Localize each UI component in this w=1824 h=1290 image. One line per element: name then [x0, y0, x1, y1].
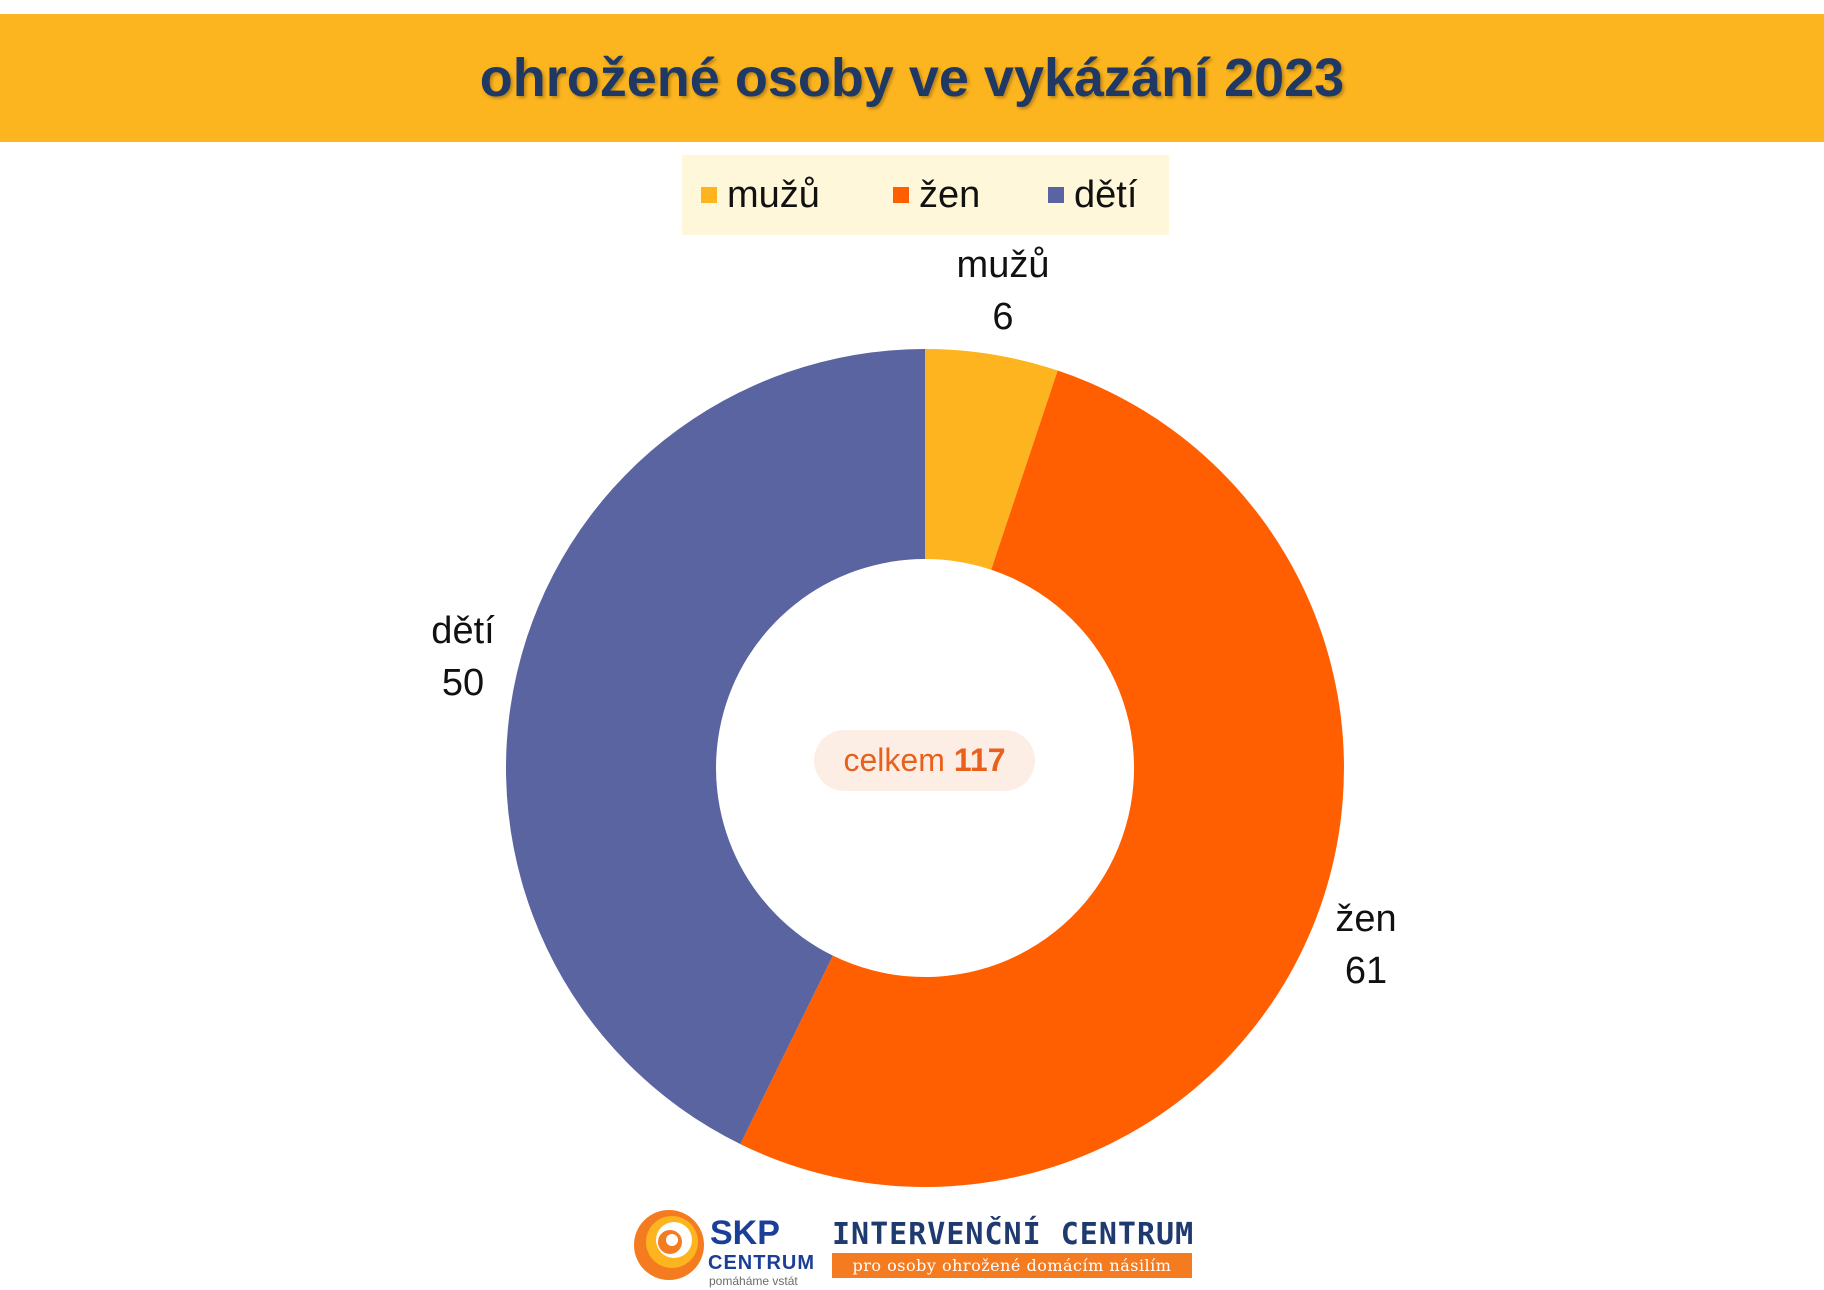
donut-slices: [505, 349, 1344, 1187]
legend-item-deti: dětí: [1048, 155, 1137, 235]
data-label-zen-value: 61: [1344, 950, 1388, 992]
legend-item-zen: žen: [893, 155, 980, 235]
center-total-badge: celkem 117: [814, 730, 1035, 791]
legend-label-zen: žen: [919, 173, 981, 216]
donut-slice-muzu: [925, 349, 1058, 570]
skp-logo-name: SKP: [710, 1214, 780, 1252]
legend-label-deti: dětí: [1074, 173, 1138, 216]
data-label-muzu-name: mužů: [956, 244, 1050, 286]
data-label-deti-name: dětí: [431, 610, 495, 652]
title-bar: ohrožené osoby ve vykázání 2023: [0, 14, 1824, 142]
data-label-zen: žen 61: [1335, 893, 1396, 997]
center-total-label: celkem: [843, 742, 945, 778]
skp-logo-sub: CENTRUM: [708, 1252, 815, 1274]
data-label-muzu-value: 6: [992, 296, 1014, 338]
data-label-muzu: mužů 6: [957, 239, 1050, 343]
chart-legend: mužů žen dětí: [682, 155, 1169, 235]
data-label-deti-value: 50: [441, 662, 485, 704]
data-label-zen-name: žen: [1335, 898, 1397, 940]
skp-swirl-logo-icon: [634, 1210, 704, 1280]
skp-logo-tagline: pomáháme vstát: [709, 1274, 798, 1288]
chart-title: ohrožené osoby ve vykázání 2023: [479, 48, 1345, 108]
center-total-value: 117: [953, 742, 1006, 778]
intervencni-centrum-logo-title: INTERVENČNÍ CENTRUM: [832, 1217, 1195, 1252]
intervencni-centrum-logo-subtitle: pro osoby ohrožené domácím násilím: [852, 1256, 1172, 1275]
intervencni-centrum-logo-bar: pro osoby ohrožené domácím násilím: [832, 1253, 1192, 1278]
donut-slice-zen: [740, 370, 1344, 1187]
legend-label-muzu: mužů: [727, 173, 820, 216]
legend-swatch-zen: [893, 187, 909, 203]
donut-slice-deti: [505, 349, 925, 1145]
data-label-deti: dětí 50: [431, 605, 494, 709]
legend-item-muzu: mužů: [701, 155, 820, 235]
legend-swatch-deti: [1048, 187, 1064, 203]
legend-swatch-muzu: [701, 187, 717, 203]
